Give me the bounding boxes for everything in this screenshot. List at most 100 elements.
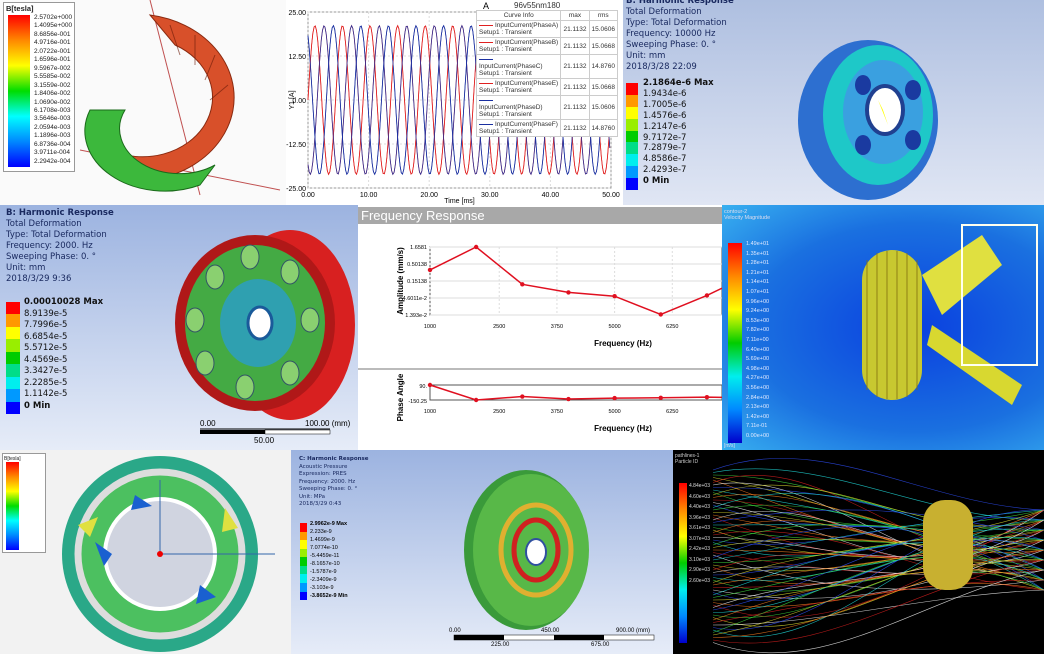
- curve-setup: Setup1 : Transient: [479, 29, 532, 36]
- curve-rms: 14.8760: [588, 54, 618, 79]
- curve-row[interactable]: InputCurrent(PhaseD) Setup1 : Transient 21…: [475, 95, 618, 120]
- phase-point: [520, 394, 525, 399]
- legend-value: 0 Min: [643, 176, 670, 187]
- phase-point: [473, 397, 479, 403]
- x-tick-label: 5000: [608, 324, 620, 330]
- legend-value: 9.24e+00: [746, 308, 770, 315]
- legend-value: Particle ID: [675, 459, 699, 465]
- legend-value: 2.4293e-7: [643, 165, 687, 176]
- scale-label: 450.00: [541, 628, 560, 634]
- legend-value: 3.61e+03: [689, 525, 710, 531]
- current-series-line: [307, 24, 611, 176]
- pathline: [712, 526, 1044, 591]
- legend-value: 2018/3/28 22:09: [626, 62, 697, 72]
- curve-row[interactable]: InputCurrent(PhaseE) Setup1 : Transient 21…: [475, 78, 618, 96]
- pathline: [712, 559, 1044, 644]
- legend-value: 2.233e-9: [310, 529, 332, 535]
- y-tick-label: 0.00: [292, 98, 306, 105]
- legend-value: contour-2: [724, 209, 748, 215]
- y-tick-label: -12.50: [286, 142, 306, 149]
- curve-swatch: [479, 123, 493, 126]
- pathline: [712, 529, 1044, 633]
- legend-value: Type: Total Deformation: [6, 230, 107, 240]
- legend-value: 4.60e+03: [689, 493, 710, 500]
- curve-rms: 15.0606: [588, 95, 618, 120]
- pathline: [712, 583, 1044, 608]
- legend-value: 5.5712e-5: [24, 343, 68, 353]
- curve-max: 21.1132: [560, 95, 590, 120]
- curve-max: 21.1132: [560, 37, 590, 55]
- legend-value: Unit: mm: [6, 263, 46, 273]
- pathline: [712, 468, 1044, 521]
- flux-density-legend: B[tesla] 2.5702e+000 1.4095e+000 8.6856e-0…: [3, 2, 75, 172]
- curve-row[interactable]: InputCurrent(PhaseF) Setup1 : Transient 21…: [475, 119, 618, 137]
- legend-value: -2.3409e-9: [310, 577, 337, 583]
- legend-value: 1.1896e-003: [34, 132, 71, 140]
- y-tick-label: 1.393e-2: [405, 313, 427, 319]
- x-axis-label: Time [ms]: [444, 198, 475, 205]
- curve-max: 21.1132: [560, 119, 590, 137]
- phase-plot-area: [429, 384, 722, 401]
- pathline: [712, 529, 1044, 571]
- pathline: [712, 509, 1044, 557]
- pathline: [712, 519, 1044, 586]
- pathline: [712, 559, 1044, 575]
- legend-value: 8.9139e-5: [24, 308, 68, 319]
- legend-value: Frequency: 2000. Hz: [299, 478, 356, 485]
- legend-value: Sweeping Phase: 0. °: [6, 252, 97, 262]
- legend-value: Velocity Magnitude: [724, 215, 771, 221]
- legend-value: 9.5967e-002: [34, 64, 71, 72]
- y-axis-label: Phase Angle: [396, 373, 405, 421]
- curve-row[interactable]: InputCurrent(PhaseC) Setup1 : Transient 21…: [475, 54, 618, 79]
- legend-value: 2.60e+03: [689, 577, 710, 584]
- y-tick-label: 0.15138: [407, 279, 427, 285]
- legend-value: Expression: PRES: [299, 471, 347, 477]
- curve-row[interactable]: InputCurrent(PhaseB) Setup1 : Transient 21…: [475, 37, 618, 55]
- pathline: [712, 519, 1044, 608]
- curve-name: InputCurrent(PhaseC): [479, 63, 543, 70]
- pressure-color-bar: [300, 523, 307, 601]
- pathline: [712, 556, 1044, 582]
- scale-label: 0.00: [449, 628, 461, 634]
- y-axis-label: Y1 [A]: [289, 90, 296, 109]
- pathline: [712, 549, 1044, 571]
- pathline: [712, 542, 1044, 596]
- legend-value: 3.96e+03: [689, 514, 710, 521]
- legend-value: 1.21e+01: [746, 269, 770, 276]
- velocity-color-bar: [728, 243, 742, 443]
- legend-value: 1.9434e-6: [643, 88, 687, 99]
- pathline: [712, 589, 1044, 626]
- curve-row[interactable]: InputCurrent(PhaseA) Setup1 : Transient 21…: [475, 20, 618, 38]
- pathline: [712, 512, 1044, 591]
- legend-value: 3.9711e-004: [34, 149, 71, 157]
- x-axis-label: Frequency (Hz): [594, 339, 652, 348]
- pathline: [712, 569, 1044, 654]
- y-tick-label: 90.: [419, 384, 427, 390]
- curve-setup: Setup1 : Transient: [479, 128, 532, 135]
- pathline: [712, 509, 1044, 541]
- curve-name: InputCurrent(PhaseE): [495, 80, 559, 87]
- chart-tag: 96v55nm180: [514, 1, 561, 10]
- scale-label: 225.00: [491, 642, 510, 648]
- pathline: [712, 509, 1044, 630]
- column-header: max: [560, 10, 590, 21]
- pathline: [712, 520, 1044, 581]
- curve-rms: 15.0668: [588, 37, 618, 55]
- legend-value: 2.1864e-6 Max: [643, 78, 714, 88]
- curve-max: 21.1132: [560, 20, 590, 38]
- deformation-color-bar: [6, 302, 20, 414]
- curve-max: 21.1132: [560, 78, 590, 96]
- stator-flux-panel: B[tesla]: [0, 450, 291, 654]
- legend-value: 3.10e+03: [689, 556, 710, 563]
- legend-value: 1.4576e-6: [643, 110, 687, 121]
- pathline: [712, 519, 1044, 563]
- curve-rms: 14.8760: [588, 119, 618, 137]
- legend-title: B[tesla]: [6, 4, 34, 13]
- legend-value: Type: Total Deformation: [626, 18, 727, 28]
- pathlines-image: [712, 458, 1044, 654]
- legend-value: 1.0690e-002: [34, 98, 71, 106]
- legend-value: 3.56e+00: [746, 384, 770, 391]
- input-current-chart-panel: A 0.00 10.00 20.00 30.00 40.00 50.00 25.00 12.50…: [286, 0, 623, 205]
- legend-value: 2.90e+03: [689, 567, 710, 573]
- pathline: [712, 525, 1044, 611]
